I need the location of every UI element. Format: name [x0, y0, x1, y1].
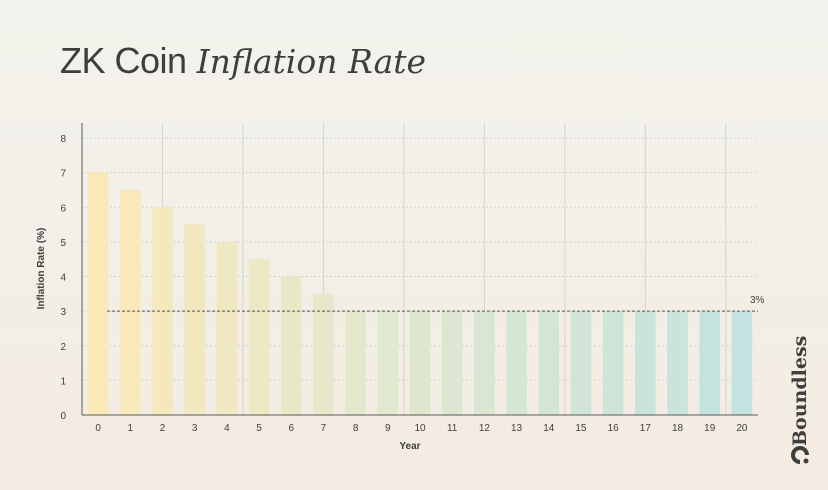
bar [506, 311, 527, 415]
y-tick-label: 1 [60, 376, 66, 387]
x-tick-label: 18 [672, 423, 684, 434]
axes [81, 123, 758, 416]
bar [409, 311, 431, 415]
bar [345, 311, 366, 415]
y-tick-label: 4 [60, 273, 66, 284]
x-tick-label: 8 [353, 423, 359, 434]
x-tick-label: 11 [447, 423, 458, 434]
x-tick-label: 13 [511, 423, 523, 434]
x-tick-label: 19 [704, 423, 716, 434]
bar [538, 311, 560, 415]
y-axis-label: Inflation Rate (%) [36, 228, 47, 310]
bar [87, 172, 109, 415]
bar [248, 259, 270, 415]
x-tick-label: 15 [575, 423, 587, 434]
bar [474, 311, 495, 415]
x-tick-label: 12 [479, 423, 491, 434]
bar [119, 189, 141, 415]
bar [441, 311, 463, 415]
y-tick-label: 7 [60, 169, 66, 180]
y-tick-label: 8 [60, 134, 66, 145]
bar [184, 224, 205, 415]
bar [602, 311, 624, 415]
x-tick-label: 5 [256, 423, 262, 434]
bar [731, 311, 753, 415]
bar [280, 276, 302, 415]
y-tick-label: 5 [60, 238, 66, 249]
x-tick-label: 14 [543, 423, 555, 434]
y-tick-label: 2 [60, 342, 66, 353]
boundless-logo-icon [791, 446, 809, 464]
bars [87, 172, 753, 415]
brand-name: Boundless [789, 335, 811, 446]
bar [377, 311, 399, 415]
bar [313, 293, 334, 415]
x-tick-label: 6 [288, 423, 294, 434]
bar [667, 311, 688, 415]
x-tick-label: 4 [224, 423, 230, 434]
x-tick-label: 20 [736, 423, 748, 434]
title-main: ZK Coin [60, 40, 187, 81]
bar [570, 311, 592, 415]
x-axis-label: Year [399, 441, 420, 452]
reference-line-label: 3% [750, 295, 765, 306]
x-tick-label: 3 [192, 423, 198, 434]
y-tick-label: 0 [60, 411, 66, 422]
x-tick-label: 1 [128, 423, 134, 434]
x-tick-label: 2 [160, 423, 166, 434]
bar [699, 311, 721, 415]
x-tick-label: 0 [95, 423, 101, 434]
boundless-logo: Boundless [783, 335, 817, 470]
x-tick-label: 9 [385, 423, 391, 434]
x-tick-label: 10 [414, 423, 426, 434]
x-tick-label: 7 [321, 423, 327, 434]
x-tick-label: 16 [608, 423, 620, 434]
bar [635, 311, 656, 415]
bar [216, 241, 238, 415]
y-tick-label: 3 [60, 307, 66, 318]
page-title: ZK Coin Inflation Rate [60, 40, 426, 82]
title-accent: Inflation Rate [196, 42, 427, 81]
y-tick-label: 6 [60, 203, 66, 214]
x-tick-label: 17 [640, 423, 652, 434]
